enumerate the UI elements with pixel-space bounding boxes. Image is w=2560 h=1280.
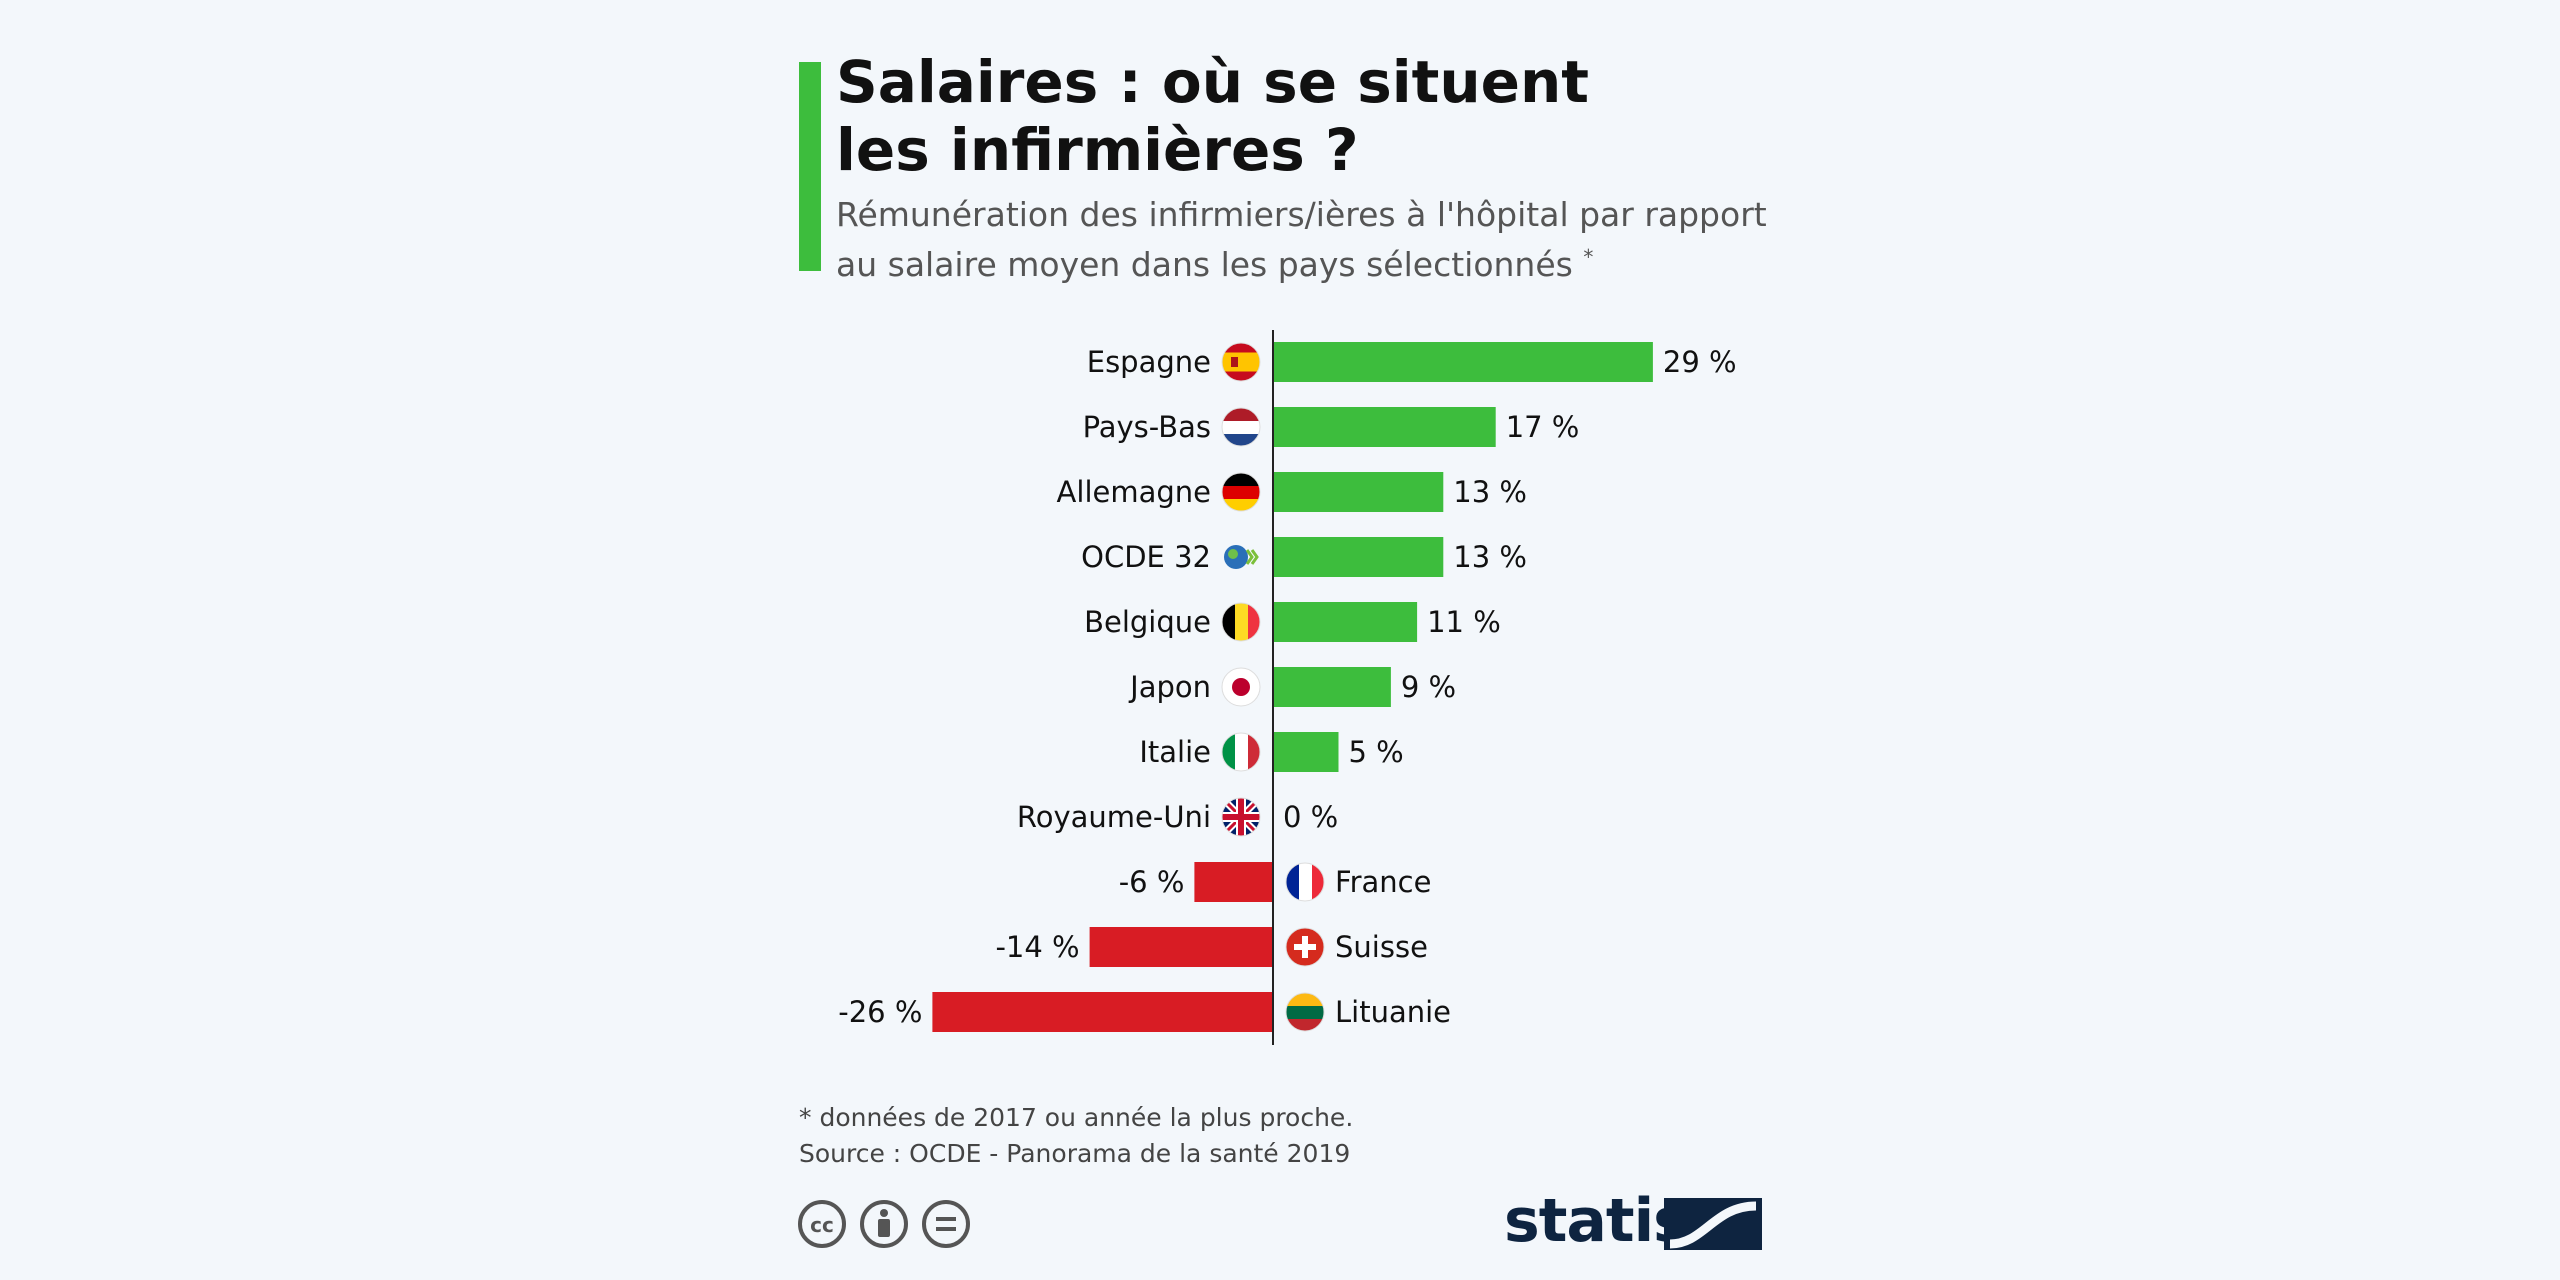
value-label-8: -6 % [1119, 865, 1185, 899]
value-label-1: 17 % [1506, 410, 1580, 444]
italy-flag-icon [1221, 732, 1261, 772]
footer-notes: * données de 2017 ou année la plus proch… [799, 1100, 1353, 1172]
belgium-flag-icon [1221, 602, 1261, 642]
bar-0 [1273, 342, 1653, 382]
bar-3 [1273, 537, 1444, 577]
category-label-5: Japon [1128, 670, 1211, 704]
value-label-6: 5 % [1349, 735, 1404, 769]
title-line-1: Salaires : où se situent [836, 48, 1590, 116]
creative-commons-license[interactable]: cc [798, 1198, 978, 1250]
bar-5 [1273, 667, 1391, 707]
bar-1 [1273, 407, 1496, 447]
category-label-0: Espagne [1087, 345, 1211, 379]
uk-flag-icon [1221, 797, 1261, 837]
japan-flag-icon [1221, 667, 1261, 707]
value-label-0: 29 % [1663, 345, 1737, 379]
title-accent-bar [799, 62, 821, 271]
value-label-3: 13 % [1453, 540, 1527, 574]
footnote-text: * données de 2017 ou année la plus proch… [799, 1103, 1354, 1132]
subtitle-line-2-wrap: au salaire moyen dans les pays sélection… [836, 236, 1836, 286]
oecd-icon [1224, 545, 1259, 569]
value-label-9: -14 % [995, 930, 1079, 964]
bar-8 [1194, 862, 1273, 902]
category-label-3: OCDE 32 [1081, 540, 1211, 574]
germany-flag-icon [1221, 472, 1261, 512]
category-label-7: Royaume-Uni [1017, 800, 1211, 834]
bar-10 [932, 992, 1273, 1032]
svg-text:cc: cc [810, 1213, 834, 1237]
cc-icon: cc [798, 1200, 846, 1248]
no-derivatives-icon [922, 1200, 970, 1248]
spain-flag-icon [1221, 342, 1261, 382]
france-flag-icon [1285, 862, 1325, 902]
category-label-9: Suisse [1335, 930, 1428, 964]
category-label-4: Belgique [1084, 605, 1211, 639]
chart-title: Salaires : où se situent les infirmières… [836, 48, 1836, 184]
value-label-4: 11 % [1427, 605, 1501, 639]
title-line-2: les infirmières ? [836, 116, 1359, 184]
category-label-6: Italie [1139, 735, 1211, 769]
value-label-10: -26 % [838, 995, 922, 1029]
source-text: Source : OCDE - Panorama de la santé 201… [799, 1139, 1351, 1168]
category-label-10: Lituanie [1335, 995, 1451, 1029]
subtitle-line-1: Rémunération des infirmiers/ières à l'hô… [836, 195, 1767, 234]
netherlands-flag-icon [1221, 407, 1261, 447]
switzerland-flag-icon [1285, 927, 1325, 967]
value-label-2: 13 % [1453, 475, 1527, 509]
attribution-icon [860, 1200, 908, 1248]
category-label-2: Allemagne [1057, 475, 1211, 509]
subtitle-footnote-mark: * [1583, 245, 1594, 269]
subtitle-line-2: au salaire moyen dans les pays sélection… [836, 245, 1573, 284]
value-label-5: 9 % [1401, 670, 1456, 704]
chart-subtitle: Rémunération des infirmiers/ières à l'hô… [836, 194, 1836, 286]
bar-9 [1089, 927, 1273, 967]
category-label-8: France [1335, 865, 1431, 899]
bar-2 [1273, 472, 1444, 512]
category-label-1: Pays-Bas [1083, 410, 1211, 444]
statista-logo-icon[interactable] [1664, 1198, 1762, 1250]
value-label-7: 0 % [1283, 800, 1338, 834]
bar-4 [1273, 602, 1418, 642]
lithuania-flag-icon [1285, 992, 1325, 1032]
bar-6 [1273, 732, 1339, 772]
